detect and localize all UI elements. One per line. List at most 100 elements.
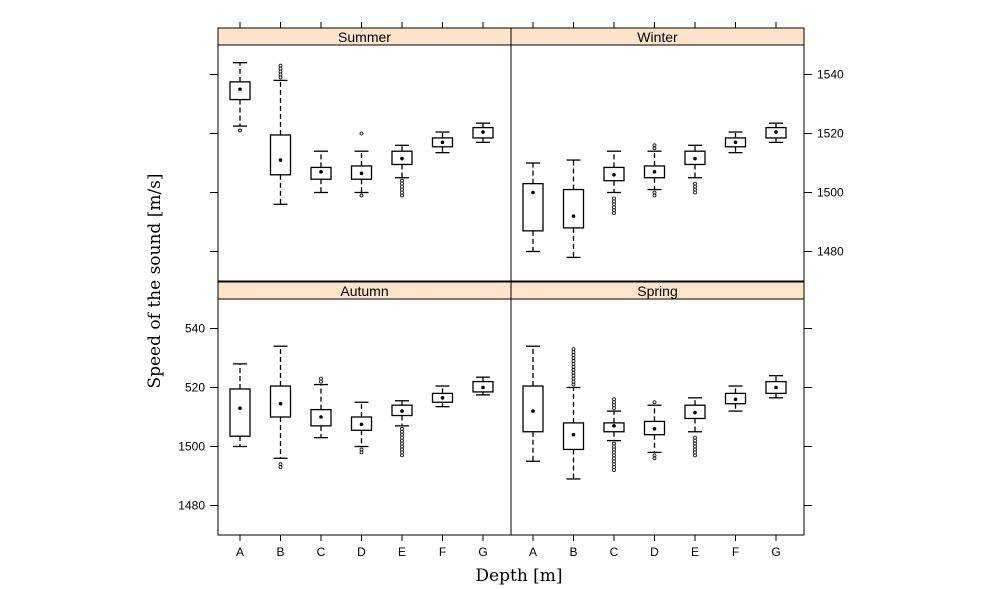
outlier-point bbox=[400, 453, 404, 458]
median-dot bbox=[400, 409, 404, 413]
median-dot bbox=[400, 156, 404, 161]
x-tick-label: B bbox=[569, 545, 577, 559]
median-dot bbox=[238, 87, 242, 92]
median-dot bbox=[733, 397, 738, 402]
panel-title: Autumn bbox=[340, 283, 388, 299]
outlier-point bbox=[319, 379, 323, 384]
box-iqr bbox=[522, 182, 544, 232]
median-dot bbox=[571, 214, 576, 218]
box-A bbox=[522, 345, 544, 462]
outlier-point bbox=[612, 400, 616, 405]
box-A bbox=[229, 363, 251, 448]
panel-title: Spring bbox=[637, 283, 677, 299]
box-iqr bbox=[229, 388, 251, 437]
outlier-point bbox=[612, 459, 616, 464]
box-A bbox=[522, 162, 544, 253]
outlier-point bbox=[359, 193, 364, 198]
outlier-point bbox=[693, 435, 697, 440]
box-G bbox=[765, 375, 787, 399]
box-F bbox=[724, 131, 747, 154]
outlier-point bbox=[693, 444, 697, 449]
panels-layer: Summer Winter Autumn Spring bbox=[217, 27, 805, 536]
box-F bbox=[431, 385, 454, 408]
median-dot bbox=[531, 190, 535, 195]
outlier-point bbox=[571, 370, 576, 375]
x-tick-label: G bbox=[771, 545, 780, 559]
box-iqr bbox=[522, 385, 544, 433]
median-dot bbox=[733, 140, 738, 145]
box-B bbox=[562, 347, 585, 480]
panel-winter: Winter bbox=[510, 27, 805, 282]
box-G bbox=[472, 376, 494, 396]
median-dot bbox=[531, 409, 535, 413]
outlier-point bbox=[571, 347, 576, 352]
outlier-point bbox=[652, 143, 657, 148]
box-D bbox=[643, 143, 666, 198]
axes-layer: 540 520 1500 1480 1540 1520 1500 1480 A B C D E F G A B C… bbox=[178, 22, 844, 559]
box-D bbox=[350, 401, 373, 455]
y-tick-label-right: 1540 bbox=[817, 68, 844, 82]
x-tick-label: A bbox=[529, 545, 537, 559]
box-C bbox=[310, 376, 332, 439]
median-dot bbox=[319, 415, 323, 419]
median-dot bbox=[774, 130, 778, 134]
y-tick-label-left: 1500 bbox=[178, 440, 205, 454]
box-E bbox=[391, 400, 413, 458]
x-tick-label: F bbox=[439, 545, 446, 559]
outlier-point bbox=[612, 441, 616, 446]
median-dot bbox=[359, 422, 364, 427]
panel-spring: Spring bbox=[510, 281, 805, 536]
box-F bbox=[724, 385, 747, 412]
x-axis-label: Depth [m] bbox=[475, 566, 562, 586]
box-G bbox=[765, 122, 787, 144]
y-axis-label: Speed of the sound [m/s] bbox=[145, 173, 165, 388]
median-dot bbox=[278, 158, 283, 162]
box-iqr bbox=[562, 188, 585, 229]
x-tick-label: A bbox=[236, 545, 244, 559]
outlier-point bbox=[612, 397, 616, 402]
x-tick-label: C bbox=[317, 545, 326, 559]
median-dot bbox=[693, 156, 697, 161]
box-C bbox=[603, 150, 625, 216]
x-tick-label: E bbox=[691, 545, 699, 559]
median-dot bbox=[571, 432, 576, 437]
outlier-point bbox=[652, 190, 657, 195]
outlier-point bbox=[571, 356, 576, 360]
median-dot bbox=[481, 130, 485, 134]
box-E bbox=[684, 397, 706, 458]
outlier-point bbox=[359, 131, 364, 136]
median-dot bbox=[774, 385, 778, 390]
median-dot bbox=[440, 140, 445, 145]
x-tick-label: D bbox=[650, 545, 659, 559]
outlier-point bbox=[612, 196, 616, 201]
panel-frame bbox=[510, 44, 805, 282]
median-dot bbox=[652, 170, 657, 174]
outlier-point bbox=[359, 447, 364, 452]
box-F bbox=[431, 131, 454, 154]
x-tick-label: F bbox=[732, 545, 739, 559]
outlier-point bbox=[400, 429, 404, 434]
outlier-point bbox=[278, 462, 283, 467]
box-A bbox=[229, 62, 251, 133]
outlier-point bbox=[400, 444, 404, 449]
panel-frame bbox=[510, 298, 805, 536]
outlier-point bbox=[652, 453, 657, 458]
y-tick-label-left: 520 bbox=[185, 381, 205, 395]
median-dot bbox=[278, 401, 283, 406]
y-tick-label-right: 1480 bbox=[817, 245, 844, 259]
x-tick-label: G bbox=[478, 545, 487, 559]
box-B bbox=[269, 63, 292, 205]
outlier-point bbox=[693, 181, 697, 186]
median-dot bbox=[359, 171, 364, 176]
box-B bbox=[269, 345, 292, 470]
median-dot bbox=[652, 427, 657, 431]
outlier-point bbox=[400, 178, 404, 183]
outlier-point bbox=[278, 63, 283, 68]
outlier-point bbox=[319, 376, 323, 381]
panel-summer: Summer bbox=[217, 27, 512, 282]
box-iqr bbox=[269, 134, 292, 176]
panel-frame bbox=[217, 44, 512, 282]
outlier-point bbox=[612, 468, 616, 473]
outlier-point bbox=[612, 444, 616, 449]
